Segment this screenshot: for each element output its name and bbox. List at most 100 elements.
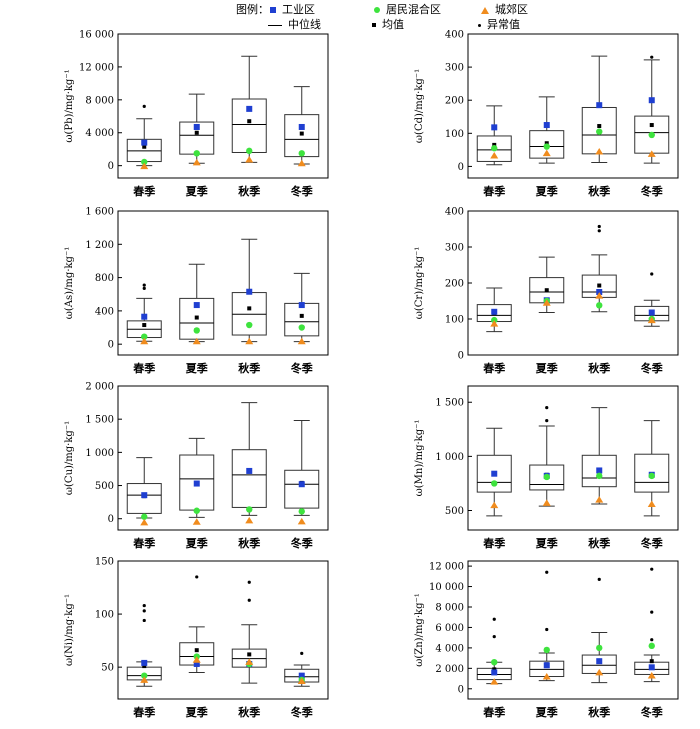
x-category-label: 夏季 xyxy=(536,361,559,375)
industrial-marker xyxy=(246,105,253,112)
outlier-point xyxy=(650,272,654,276)
legend-small-square-icon xyxy=(372,23,376,27)
residential-marker xyxy=(491,659,498,666)
y-tick-label: 400 xyxy=(95,306,114,317)
box-iqr xyxy=(126,483,162,514)
x-category-label: 秋季 xyxy=(588,705,611,719)
outlier-point xyxy=(650,638,654,642)
box-iqr xyxy=(231,449,267,508)
legend-label-outlier: 异常值 xyxy=(487,18,520,31)
mean-marker xyxy=(142,664,147,669)
y-tick-label: 1 000 xyxy=(85,448,114,459)
industrial-marker xyxy=(298,123,305,130)
industrial-marker xyxy=(141,659,148,666)
chart-cd-svg: 0 100 200 300 400 ω(Cd)/mg·kg⁻¹ 春季 夏季 秋季 冬季 xyxy=(414,30,679,198)
legend-line-icon xyxy=(268,24,282,26)
x-category-label: 春季 xyxy=(483,705,506,719)
mean-marker xyxy=(142,144,147,149)
y-axis-label: ω(Zn)/mg·kg⁻¹ xyxy=(414,593,425,667)
y-tick-label: 4 000 xyxy=(435,643,464,654)
y-tick-label: 0 xyxy=(458,351,464,362)
y-tick-label: 1 200 xyxy=(85,240,114,251)
y-tick-label: 500 xyxy=(445,506,464,517)
box-group xyxy=(634,55,670,164)
outlier-point xyxy=(650,567,654,571)
x-category-label: 春季 xyxy=(133,705,156,719)
industrial-marker xyxy=(193,480,200,487)
chart-mn-svg: 500 1 000 1 500 ω(Mn)/mg·kg⁻¹ 春季 夏季 秋季 冬季 xyxy=(414,385,679,550)
legend-label-residential: 居民混合区 xyxy=(386,3,441,16)
y-tick-label: 100 xyxy=(445,315,464,326)
outlier-point xyxy=(545,406,549,410)
industrial-marker xyxy=(141,492,148,499)
mean-marker xyxy=(247,306,252,311)
y-axis-label: ω(Ni)/mg·kg⁻¹ xyxy=(64,594,75,666)
chart-mn: 500 1 000 1 500 ω(Mn)/mg·kg⁻¹ 春季 夏季 秋季 冬季 xyxy=(350,380,700,560)
suburban-marker xyxy=(297,337,306,345)
chart-cu-svg: 0 500 1 000 1 500 2 000 ω(Cu)/mg·kg⁻¹ 春季 夏季 秋季 冬季 xyxy=(64,382,329,550)
x-category-label: 夏季 xyxy=(186,536,209,550)
y-tick-label: 8 000 xyxy=(85,95,114,106)
y-tick-label: 16 000 xyxy=(79,30,114,41)
y-tick-label: 300 xyxy=(445,63,464,74)
box-group xyxy=(581,407,617,505)
industrial-marker xyxy=(648,97,655,104)
suburban-marker xyxy=(245,155,254,163)
outlier-point xyxy=(142,618,146,623)
y-tick-label: 0 xyxy=(458,162,464,173)
outlier-point xyxy=(142,283,146,287)
suburban-marker xyxy=(647,671,656,679)
residential-marker xyxy=(141,513,148,520)
residential-marker xyxy=(648,642,655,650)
industrial-marker xyxy=(298,302,305,309)
chart-as: 0 400 800 1 200 1 600 ω(As)/mg·kg⁻¹ 春季 夏季 秋季 冬季 xyxy=(0,205,350,385)
x-category-label: 夏季 xyxy=(186,184,209,198)
box-group xyxy=(581,577,617,684)
residential-marker xyxy=(596,128,603,135)
suburban-marker xyxy=(595,668,604,676)
outlier-point xyxy=(545,419,549,423)
plot-frame xyxy=(117,210,329,356)
outlier-point xyxy=(300,651,304,655)
mean-marker xyxy=(492,142,497,147)
outlier-point xyxy=(597,577,601,581)
chart-zn-svg: 0 2 000 4 000 6 000 8 000 10 000 12 000 ω(Zn)/m… xyxy=(414,560,679,719)
plot-frame xyxy=(467,385,679,531)
box-group xyxy=(634,567,670,683)
suburban-marker xyxy=(490,320,499,327)
suburban-marker xyxy=(297,159,306,167)
y-tick-label: 2 000 xyxy=(85,382,114,393)
residential-marker xyxy=(246,321,253,329)
outlier-point xyxy=(545,570,549,574)
mean-marker xyxy=(597,124,602,129)
x-category-label: 冬季 xyxy=(291,184,314,198)
chart-pb-svg: 0 4 000 8 000 12 000 16 000 ω(Pb)/mg·kg⁻¹ 春季 夏季… xyxy=(64,30,329,198)
y-tick-label: 12 000 xyxy=(79,62,114,73)
x-category-label: 冬季 xyxy=(641,705,664,719)
x-category-label: 秋季 xyxy=(238,361,261,375)
y-tick-label: 400 xyxy=(445,207,464,218)
mean-marker xyxy=(597,283,602,288)
y-tick-label: 1 500 xyxy=(435,398,464,409)
industrial-marker xyxy=(298,672,305,679)
outlier-point xyxy=(650,55,654,59)
box-group xyxy=(179,263,215,345)
y-axis-label: ω(Mn)/mg·kg⁻¹ xyxy=(414,420,425,497)
residential-marker xyxy=(648,131,655,139)
mean-marker xyxy=(142,323,147,328)
suburban-marker xyxy=(140,518,149,526)
legend-item-industrial: 工业区 xyxy=(270,1,315,17)
suburban-marker xyxy=(647,500,656,508)
box-group xyxy=(529,570,565,682)
mean-marker xyxy=(247,652,252,657)
suburban-marker xyxy=(595,292,604,299)
suburban-marker xyxy=(245,658,254,665)
legend-title: 图例： xyxy=(236,3,269,16)
box-group xyxy=(476,287,512,333)
outlier-point xyxy=(247,580,251,584)
legend-item-mean: 均值 xyxy=(372,16,404,32)
legend-item-outlier: 异常值 xyxy=(478,16,520,32)
mean-marker xyxy=(492,667,497,672)
outlier-point xyxy=(492,617,496,621)
y-axis-label: ω(Cr)/mg·kg⁻¹ xyxy=(414,247,425,320)
